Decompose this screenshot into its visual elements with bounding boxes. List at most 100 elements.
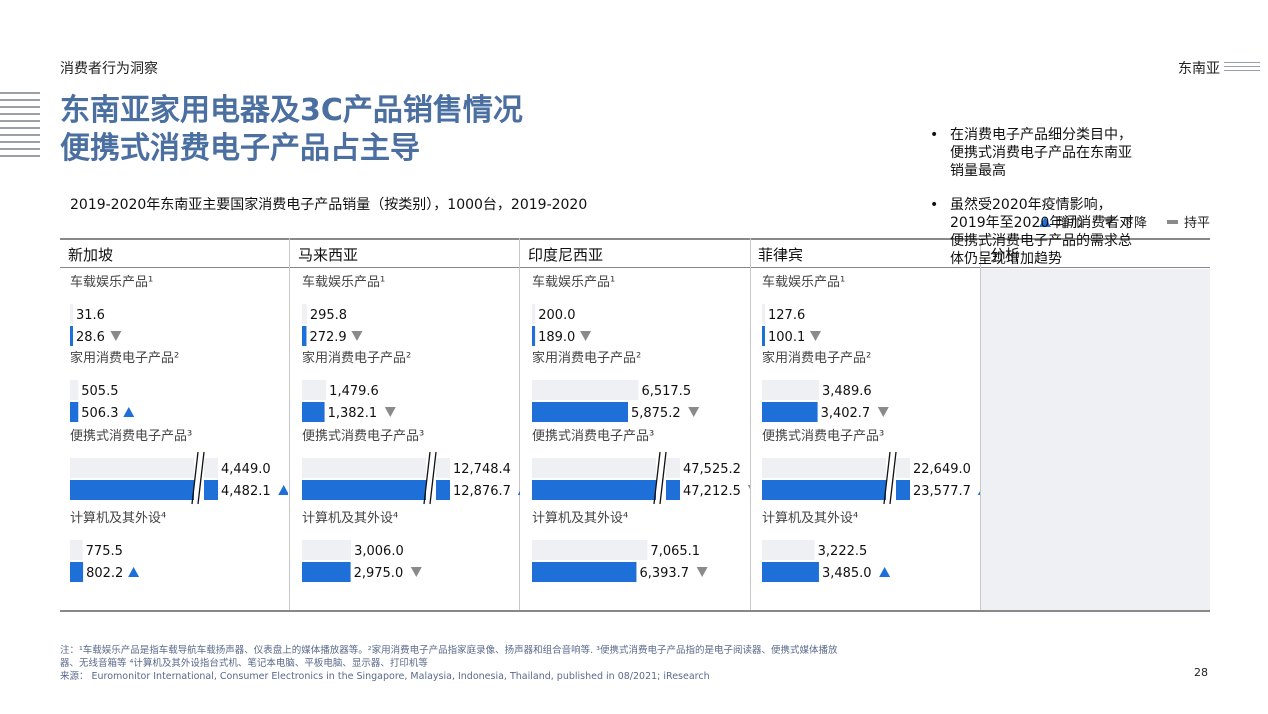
value-label-2019: 3,489.6 — [822, 384, 872, 399]
bar-2019 — [70, 380, 79, 400]
axis-break-line — [889, 451, 897, 505]
trend-down-icon — [384, 407, 396, 417]
axis-break-line — [883, 451, 891, 505]
bar-2020 — [762, 326, 765, 346]
axis-break-line — [197, 451, 205, 505]
value-label-2020: 3,485.0 — [822, 566, 872, 581]
value-label-2019: 31.6 — [76, 308, 105, 323]
bar-2020 — [302, 480, 450, 500]
triangle-up-icon — [1038, 216, 1051, 227]
region-label: 东南亚 — [1178, 61, 1220, 77]
bar-2020 — [302, 562, 351, 582]
legend-up-label: 增加 — [1056, 216, 1083, 231]
col-head-malaysia: 马来西亚 — [298, 246, 359, 264]
legend-flat: 持平 — [1166, 212, 1210, 231]
trend-down-icon — [410, 567, 422, 577]
title-line-1: 东南亚家用电器及3C产品销售情况 — [60, 93, 523, 128]
bar-2019 — [70, 540, 83, 560]
value-label-2019: 775.5 — [86, 544, 123, 559]
value-label-2019: 7,065.1 — [650, 544, 700, 559]
category-label: 便携式消费电子产品³ — [762, 428, 884, 444]
value-label-2019: 295.8 — [310, 308, 347, 323]
category-label: 便携式消费电子产品³ — [70, 428, 192, 444]
column-divider — [750, 238, 751, 612]
value-label-2019: 200.0 — [538, 308, 575, 323]
analysis-bullet: • 在消费电子产品细分类目中，便携式消费电子产品在东南亚销量最高 — [930, 126, 1144, 180]
trend-down-icon — [696, 567, 708, 577]
axis-break-gap — [656, 454, 666, 502]
analysis-text-2: 虽然受2020年疫情影响，2019年至2020年间消费者对便携式消费电子产品的需… — [950, 197, 1134, 267]
trend-down-icon — [580, 331, 592, 341]
value-label-2019: 3,006.0 — [354, 544, 404, 559]
bar-2020 — [762, 480, 910, 500]
legend-up: 增加 — [1038, 212, 1083, 231]
bar-2019 — [762, 540, 815, 560]
bar-2020 — [532, 480, 680, 500]
value-label-2019: 6,517.5 — [641, 384, 691, 399]
chart-subtitle: 2019-2020年东南亚主要国家消费电子产品销量（按类别），1000台，201… — [70, 197, 588, 213]
analysis-panel — [981, 269, 1210, 610]
bullet-mark: • — [930, 197, 939, 213]
value-label-2020: 28.6 — [76, 330, 105, 345]
col-head-singapore: 新加坡 — [68, 246, 114, 264]
legend-down: 下降 — [1102, 212, 1147, 231]
bar-2019 — [762, 380, 820, 400]
page-number: 28 — [1194, 666, 1208, 679]
bar-2019 — [302, 540, 352, 560]
footnote-source: 来源： Euromonitor International, Consumer … — [60, 671, 710, 682]
footnote-notes: 注：¹车载娱乐产品是指车载导航车载扬声器、仪表盘上的媒体播放器等。²家用消费电子… — [60, 645, 838, 669]
analysis-bullets: • 在消费电子产品细分类目中，便携式消费电子产品在东南亚销量最高 • 虽然受20… — [930, 126, 1144, 284]
value-label-2020: 47,212.5 — [683, 484, 741, 499]
bar-2019 — [532, 458, 680, 478]
value-label-2019: 1,479.6 — [329, 384, 379, 399]
trend-up-icon — [517, 491, 520, 495]
column-divider — [519, 238, 520, 612]
col-head-philippines: 菲律宾 — [758, 246, 804, 264]
bar-2020 — [762, 562, 819, 582]
dash-icon — [1166, 219, 1178, 224]
trend-down-icon — [110, 331, 122, 341]
axis-break-gap — [194, 454, 204, 502]
axis-break-gap — [886, 454, 896, 502]
trend-up-icon — [128, 567, 140, 577]
bar-2020 — [70, 326, 73, 346]
chart-indonesia: 车载娱乐产品¹ 200.0 189.0 家用消费电子产品² 6,517.5 5,875.2… — [532, 274, 750, 582]
trend-up-icon — [879, 567, 891, 577]
axis-break-line — [429, 451, 437, 505]
value-label-2019: 127.6 — [768, 308, 805, 323]
value-label-2020: 6,393.7 — [639, 566, 689, 581]
trend-down-icon — [877, 407, 889, 417]
bar-2020 — [762, 402, 818, 422]
bar-2019 — [302, 304, 307, 324]
bar-2019 — [762, 458, 910, 478]
value-label-2020: 802.2 — [86, 566, 123, 581]
bar-2019 — [70, 304, 73, 324]
category-label: 计算机及其外设⁴ — [302, 511, 398, 526]
bar-2020 — [532, 402, 628, 422]
data-table: 新加坡 马来西亚 印度尼西亚 菲律宾 分析 — [60, 238, 1210, 612]
table-header: 新加坡 马来西亚 印度尼西亚 菲律宾 分析 — [60, 238, 1210, 268]
analysis-bullet: • 虽然受2020年疫情影响，2019年至2020年间消费者对便携式消费电子产品… — [930, 196, 1144, 268]
value-label-2019: 4,449.0 — [221, 462, 271, 477]
value-label-2020: 12,876.7 — [453, 484, 511, 499]
value-label-2019: 505.5 — [81, 384, 118, 399]
value-label-2020: 272.9 — [309, 330, 346, 345]
bar-2019 — [532, 380, 639, 400]
category-label: 计算机及其外设⁴ — [70, 511, 166, 526]
bar-2019 — [302, 380, 327, 400]
bar-2020 — [302, 326, 307, 346]
category-label: 便携式消费电子产品³ — [532, 428, 654, 444]
trend-down-icon — [351, 331, 363, 341]
col-head-indonesia: 印度尼西亚 — [528, 246, 604, 264]
trend-up-icon — [977, 491, 980, 495]
column-divider — [980, 238, 981, 612]
analysis-text-1: 在消费电子产品细分类目中，便携式消费电子产品在东南亚销量最高 — [950, 127, 1132, 179]
axis-break-gap — [426, 454, 436, 502]
value-label-2020: 23,577.7 — [913, 484, 971, 499]
category-label: 计算机及其外设⁴ — [532, 511, 628, 526]
category-label: 便携式消费电子产品³ — [302, 428, 424, 444]
value-label-2020: 5,875.2 — [631, 406, 681, 421]
legend-down-label: 下降 — [1120, 216, 1147, 231]
axis-break-line — [653, 451, 661, 505]
value-label-2019: 3,222.5 — [818, 544, 868, 559]
